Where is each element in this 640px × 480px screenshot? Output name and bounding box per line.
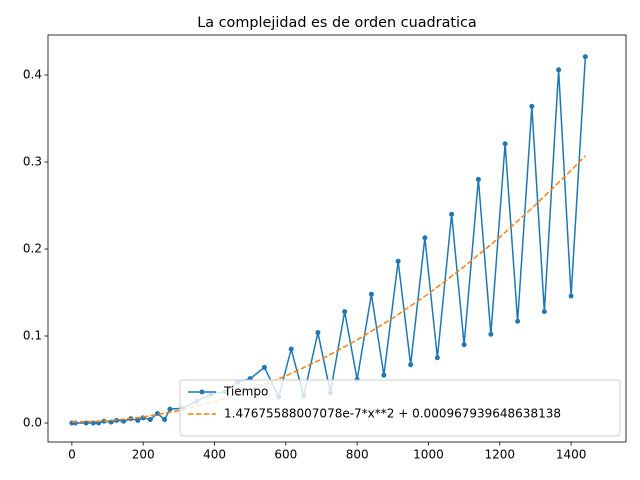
data-point: [167, 406, 173, 412]
data-point: [515, 318, 521, 324]
data-point: [568, 293, 574, 299]
series-line: [71, 155, 586, 423]
x-tick-label: 200: [132, 448, 155, 462]
data-point: [529, 103, 535, 109]
data-point: [381, 372, 387, 378]
x-tick-label: 1400: [556, 448, 587, 462]
data-point: [261, 364, 267, 370]
y-tick-label: 0.1: [23, 329, 42, 343]
data-point: [461, 342, 467, 348]
x-tick-label: 1200: [485, 448, 516, 462]
x-tick-label: 0: [68, 448, 76, 462]
legend-marker: [199, 389, 205, 395]
data-point: [368, 291, 374, 297]
x-tick-label: 600: [274, 448, 297, 462]
data-point: [556, 67, 562, 73]
legend-label: 1.47675588007078e-7*x**2 + 0.00096793964…: [224, 407, 561, 421]
data-point: [162, 417, 168, 423]
series-line: [71, 56, 587, 424]
y-tick-label: 0.3: [23, 155, 42, 169]
y-tick-label: 0.0: [23, 416, 42, 430]
data-point: [434, 355, 440, 361]
data-point: [488, 331, 494, 337]
legend-box: [179, 379, 621, 437]
plot-frame: [47, 34, 627, 443]
data-point: [475, 176, 481, 182]
x-tick-label: 400: [203, 448, 226, 462]
data-point: [315, 330, 321, 336]
data-point: [288, 346, 294, 352]
data-point: [422, 235, 428, 241]
data-point: [147, 417, 153, 423]
data-point: [582, 54, 588, 60]
legend: Tiempo 1.47675588007078e-7*x**2 + 0.00096…: [179, 379, 621, 437]
data-point: [502, 141, 508, 147]
data-point: [408, 362, 414, 368]
data-point: [342, 309, 348, 315]
x-tick-label: 800: [346, 448, 369, 462]
x-tick-label: 1000: [413, 448, 444, 462]
data-point: [541, 309, 547, 315]
chart-title: La complejidad es de orden cuadratica: [197, 15, 477, 31]
y-tick-label: 0.4: [23, 68, 42, 82]
data-point: [135, 417, 141, 423]
y-tick-label: 0.2: [23, 242, 42, 256]
legend-label: Tiempo: [223, 385, 268, 399]
data-point: [449, 211, 455, 217]
data-point: [395, 258, 401, 264]
